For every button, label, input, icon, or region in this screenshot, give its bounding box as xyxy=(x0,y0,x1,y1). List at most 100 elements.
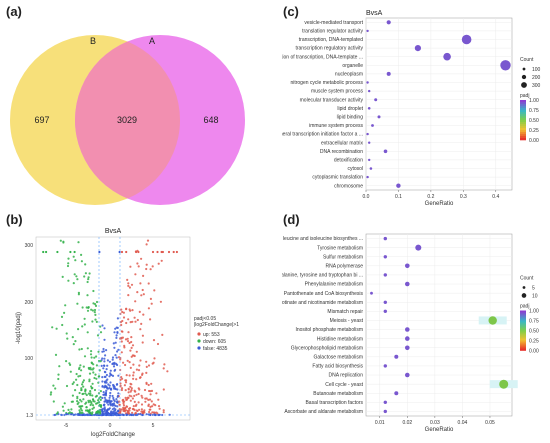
volcano-point xyxy=(105,349,108,352)
volcano-point xyxy=(140,403,144,406)
data-point xyxy=(405,345,410,351)
volcano-legend-title-1: padj<0.05 xyxy=(194,316,216,322)
volcano-point xyxy=(125,409,128,412)
volcano-point xyxy=(145,263,148,266)
volcano-point xyxy=(67,279,70,282)
volcano-point xyxy=(152,339,156,342)
volcano-point xyxy=(93,376,96,380)
color-legend-label: 0.75 xyxy=(529,108,539,114)
volcano-point xyxy=(111,394,114,398)
volcano-point xyxy=(128,361,131,364)
volcano-point xyxy=(103,338,106,341)
x-axis-label: GeneRatio xyxy=(425,201,454,207)
volcano-point xyxy=(113,411,116,414)
category-label: nucleoplasm xyxy=(335,72,363,78)
volcano-point xyxy=(108,375,111,378)
data-point xyxy=(369,167,373,170)
volcano-point xyxy=(75,378,78,381)
volcano-point xyxy=(129,309,132,312)
volcano-point xyxy=(104,392,107,395)
volcano-point xyxy=(113,400,116,403)
volcano-point xyxy=(151,250,155,254)
size-legend-label: 200 xyxy=(532,75,541,81)
volcano-point xyxy=(153,411,156,414)
volcano-point xyxy=(158,413,161,416)
volcano-ytick-2: 100 xyxy=(25,356,34,362)
volcano-point xyxy=(94,304,98,307)
plot-area xyxy=(365,17,513,191)
volcano-point xyxy=(113,407,116,410)
color-legend-swatch xyxy=(520,106,526,109)
data-point xyxy=(383,409,387,414)
volcano-point xyxy=(130,389,133,392)
data-point xyxy=(383,400,387,404)
volcano-point xyxy=(146,239,150,242)
volcano-point xyxy=(141,413,144,417)
volcano-point xyxy=(104,354,107,357)
volcano-point xyxy=(101,376,104,379)
volcano-point xyxy=(133,400,136,403)
volcano-point xyxy=(95,394,98,397)
volcano-point xyxy=(121,377,124,380)
volcano-point xyxy=(122,311,125,314)
color-legend-swatch xyxy=(520,318,526,321)
color-legend-swatch xyxy=(520,326,526,329)
size-legend-dot xyxy=(522,286,526,289)
volcano-point xyxy=(107,383,110,386)
volcano-point xyxy=(94,313,97,316)
volcano-point xyxy=(127,294,130,297)
data-point xyxy=(383,364,387,368)
volcano-point xyxy=(122,402,125,405)
data-point xyxy=(368,158,371,162)
volcano-point xyxy=(112,342,115,345)
volcano-point xyxy=(119,312,122,315)
volcano-point xyxy=(109,404,112,407)
volcano-point xyxy=(116,363,119,367)
volcano-point xyxy=(67,408,70,411)
color-legend-swatch xyxy=(520,138,526,141)
volcano-point xyxy=(136,318,139,322)
data-point xyxy=(383,149,388,154)
category-label: Fatty acid biosynthesis xyxy=(312,364,363,370)
volcano-point xyxy=(86,409,89,412)
color-legend-swatch xyxy=(520,102,526,105)
volcano-point xyxy=(93,356,96,359)
color-legend-swatch xyxy=(520,340,526,343)
data-point xyxy=(368,89,371,93)
volcano-point xyxy=(83,355,87,358)
volcano-legend-false: false: 4835 xyxy=(203,346,228,352)
volcano-point xyxy=(116,405,119,408)
volcano-point xyxy=(134,300,137,303)
volcano-point xyxy=(135,350,138,353)
category-label: transcription regulatory activity xyxy=(295,46,363,52)
category-label: Mismatch repair xyxy=(327,309,363,315)
category-label: Cell cycle - yeast xyxy=(325,382,363,388)
volcano-point xyxy=(115,398,118,401)
color-legend-swatch xyxy=(520,118,526,121)
data-point xyxy=(405,372,410,378)
volcano-point xyxy=(90,356,93,359)
category-label: immune system process xyxy=(309,123,363,129)
volcano-ytick-3: 200 xyxy=(25,300,34,306)
volcano-point xyxy=(166,370,169,373)
volcano-point xyxy=(109,391,112,395)
volcano-point xyxy=(101,396,104,400)
category-label: Inositol phosphate metabolism xyxy=(295,327,363,333)
volcano-plot: BvsA 1.3 100 200 300 -5 0 5 log2FoldChan… xyxy=(16,228,239,438)
volcano-point xyxy=(51,326,54,329)
color-legend-swatch xyxy=(520,136,526,139)
color-legend-label: 0.00 xyxy=(529,138,539,144)
volcano-point xyxy=(86,347,89,350)
volcano-point xyxy=(133,394,136,397)
volcano-point xyxy=(87,276,90,279)
volcano-point xyxy=(131,309,134,312)
volcano-point xyxy=(96,402,99,405)
color-legend-swatch xyxy=(520,124,526,127)
volcano-point xyxy=(142,293,145,296)
category-label: nitrogen cycle metabolic process xyxy=(290,80,363,86)
volcano-point xyxy=(71,394,74,397)
volcano-point xyxy=(147,364,151,367)
category-label: Sulfur metabolism xyxy=(323,254,363,260)
data-point xyxy=(488,316,497,325)
volcano-point xyxy=(105,389,108,392)
